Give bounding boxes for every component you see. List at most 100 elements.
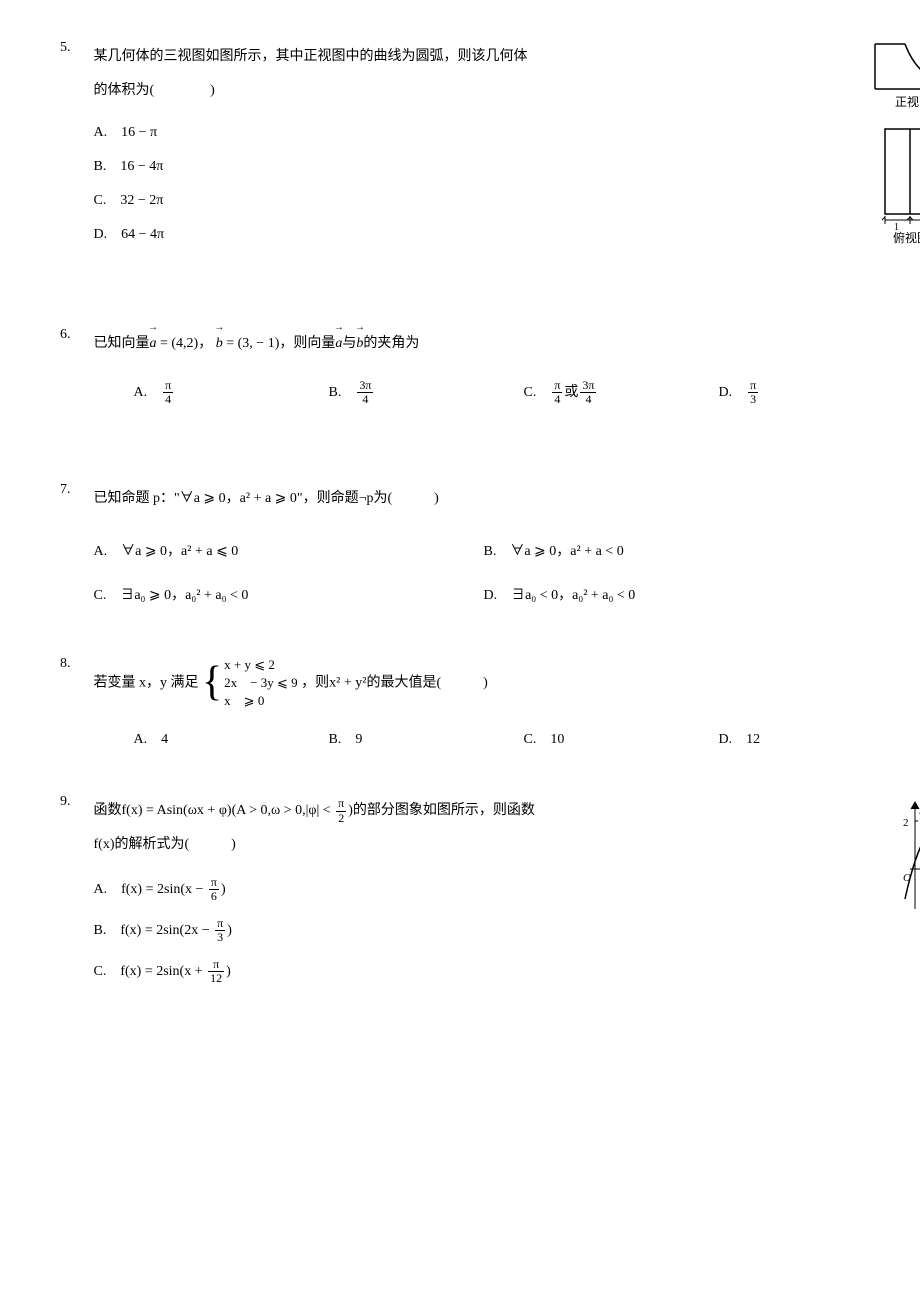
q6-opt-b: B. 3π4 (289, 379, 484, 406)
q9-stem-line2: f(x)的解析式为( ) (94, 837, 236, 852)
q9-c-den: 12 (208, 972, 224, 985)
q6-c-den1: 4 (552, 393, 562, 406)
q8-conditions: { x + y ⩽ 2 2x − 3y ⩽ 9 x ⩾ 0 (202, 656, 298, 711)
q8-opt-c: C. 10 (484, 728, 679, 748)
q8-cond1: x + y ⩽ 2 (224, 657, 275, 672)
q6-opt-c: C. π4或3π4 (484, 379, 679, 406)
q6-stem-post: 的夹角为 (363, 336, 419, 351)
question-5: 5. 某几何体的三视图如图所示，其中正视图中的曲线为圆弧，则该几何体 的体积为(… (60, 40, 880, 257)
origin-label: O (903, 872, 911, 884)
q6-b-num: 3π (357, 379, 373, 393)
question-6: 6. 已知向量a = (4,2)， b = (3, − 1)，则向量a与b的夹角… (60, 327, 880, 412)
q7-stem: 已知命题 p："∀a ⩾ 0，a² + a ⩾ 0"，则命题¬p为( ) (94, 482, 874, 516)
q8-stem-post: ，则x² + y²的最大值是( ) (301, 675, 488, 690)
q9-opt-a: A. f(x) = 2sin(x − π6) (94, 876, 694, 903)
q9-c-post: ) (226, 964, 231, 979)
q8-opt-b: B. 9 (289, 728, 484, 748)
q7-number: 7. (60, 482, 90, 498)
q8-opt-a: A. 4 (94, 728, 289, 748)
q9-c-num: π (208, 958, 224, 972)
q7-opt-c: C. ∃a₀ ⩾ 0，a₀² + a₀ < 0 (94, 584, 484, 604)
q9-b-pre: B. f(x) = 2sin(2x − (94, 923, 214, 938)
q9-b-post: ) (227, 923, 232, 938)
q6-a-num: π (163, 379, 173, 393)
front-view-label: 正视图 (895, 94, 920, 109)
q9-c-pre: C. f(x) = 2sin(x + (94, 964, 207, 979)
three-view-diagram: 正视图 4 侧视图 (865, 34, 920, 244)
q9-stem-mid: )的部分图象如图所示，则函数 (348, 803, 535, 818)
vec-b: b (216, 327, 223, 361)
y-tick-2: 2 (903, 817, 909, 829)
q7-options: A. ∀a ⩾ 0，a² + a ⩽ 0 B. ∀a ⩾ 0，a² + a < … (94, 528, 874, 616)
q6-b-den: 4 (357, 393, 373, 406)
q5-opt-b: B. 16 − 4π (94, 155, 644, 175)
q6-options: A. π4 B. 3π4 C. π4或3π4 D. π3 (94, 373, 874, 412)
q6-body: 已知向量a = (4,2)， b = (3, − 1)，则向量a与b的夹角为 A… (94, 327, 874, 412)
q8-cond2: 2x − 3y ⩽ 9 (224, 675, 297, 690)
q5-stem-line2: 的体积为( ) (94, 83, 215, 98)
question-7: 7. 已知命题 p："∀a ⩾ 0，a² + a ⩾ 0"，则命题¬p为( ) … (60, 482, 880, 616)
q5-body: 某几何体的三视图如图所示，其中正视图中的曲线为圆弧，则该几何体 的体积为( ) … (94, 40, 644, 257)
question-9: 9. 函数f(x) = Asin(ωx + φ)(A > 0,ω > 0,|φ|… (60, 794, 880, 999)
q5-stem: 某几何体的三视图如图所示，其中正视图中的曲线为圆弧，则该几何体 的体积为( ) (94, 40, 644, 107)
q8-cond3: x ⩾ 0 (224, 693, 264, 708)
brace-content: x + y ⩽ 2 2x − 3y ⩽ 9 x ⩾ 0 (224, 656, 297, 711)
q9-a-pre: A. f(x) = 2sin(x − (94, 881, 207, 896)
q6-a-eq: = (4,2)， (157, 336, 213, 351)
q8-options: A. 4 B. 9 C. 10 D. 12 (94, 722, 874, 754)
brace-icon: { (202, 664, 222, 702)
q5-stem-line1: 某几何体的三视图如图所示，其中正视图中的曲线为圆弧，则该几何体 (94, 49, 528, 64)
vec-b2: b (356, 327, 363, 361)
q6-opt-d: D. π3 (679, 379, 874, 406)
q8-body: 若变量 x，y 满足 { x + y ⩽ 2 2x − 3y ⩽ 9 x ⩾ 0… (94, 656, 874, 755)
q7-opt-b: B. ∀a ⩾ 0，a² + a < 0 (484, 540, 874, 560)
q9-b-den: 3 (215, 931, 225, 944)
q5-number: 5. (60, 40, 90, 56)
top-view-label: 俯视图 (893, 230, 920, 244)
q9-a-den: 6 (209, 890, 219, 903)
q9-opt-b: B. f(x) = 2sin(2x − π3) (94, 917, 694, 944)
q9-b-num: π (215, 917, 225, 931)
q6-number: 6. (60, 327, 90, 343)
q7-body: 已知命题 p："∀a ⩾ 0，a² + a ⩾ 0"，则命题¬p为( ) A. … (94, 482, 874, 616)
q9-half-num: π (336, 797, 346, 811)
q9-half-den: 2 (336, 812, 346, 825)
q9-options: A. f(x) = 2sin(x − π6) B. f(x) = 2sin(2x… (94, 876, 694, 986)
q7-opt-a: A. ∀a ⩾ 0，a² + a ⩽ 0 (94, 540, 484, 560)
q6-opt-a: A. π4 (94, 379, 289, 406)
q9-a-post: ) (221, 881, 226, 896)
q6-c-or: 或 (564, 385, 578, 400)
question-8: 8. 若变量 x，y 满足 { x + y ⩽ 2 2x − 3y ⩽ 9 x … (60, 656, 880, 755)
q9-a-num: π (209, 876, 219, 890)
q6-a-label: A. (134, 385, 162, 400)
q5-options: A. 16 − π B. 16 − 4π C. 32 − 2π D. 64 − … (94, 121, 644, 243)
q7-opt-d: D. ∃a₀ < 0，a₀² + a₀ < 0 (484, 584, 874, 604)
q8-opt-d: D. 12 (679, 728, 874, 748)
vec-a: a (150, 327, 157, 361)
vec-a2: a (335, 327, 342, 361)
q6-c-den2: 4 (580, 393, 596, 406)
q5-opt-d: D. 64 − 4π (94, 223, 644, 243)
q8-number: 8. (60, 656, 90, 672)
q9-stem-pre: 函数f(x) = Asin(ωx + φ)(A > 0,ω > 0,|φ| < (94, 803, 335, 818)
q9-graph: y x 2 O π 6 5π 12 (875, 799, 920, 924)
q8-stem-pre: 若变量 x，y 满足 (94, 675, 199, 690)
q6-stem: 已知向量a = (4,2)， b = (3, − 1)，则向量a与b的夹角为 (94, 327, 874, 361)
q6-c-label: C. (524, 385, 551, 400)
q9-stem: 函数f(x) = Asin(ωx + φ)(A > 0,ω > 0,|φ| < … (94, 794, 694, 861)
q5-diagram: 正视图 4 侧视图 (865, 34, 920, 249)
q6-b-label: B. (329, 385, 356, 400)
q8-stem: 若变量 x，y 满足 { x + y ⩽ 2 2x − 3y ⩽ 9 x ⩾ 0… (94, 656, 874, 711)
q5-opt-a: A. 16 − π (94, 121, 644, 141)
q6-d-num: π (748, 379, 758, 393)
q6-b-eq: = (3, − 1)，则向量 (223, 336, 336, 351)
q5-opt-c: C. 32 − 2π (94, 189, 644, 209)
q9-number: 9. (60, 794, 90, 810)
q9-opt-c: C. f(x) = 2sin(x + π12) (94, 958, 694, 985)
q6-a-den: 4 (163, 393, 173, 406)
q6-c-num2: 3π (580, 379, 596, 393)
q9-body: 函数f(x) = Asin(ωx + φ)(A > 0,ω > 0,|φ| < … (94, 794, 694, 999)
q6-stem-pre: 已知向量 (94, 336, 150, 351)
q6-d-den: 3 (748, 393, 758, 406)
q6-c-num1: π (552, 379, 562, 393)
